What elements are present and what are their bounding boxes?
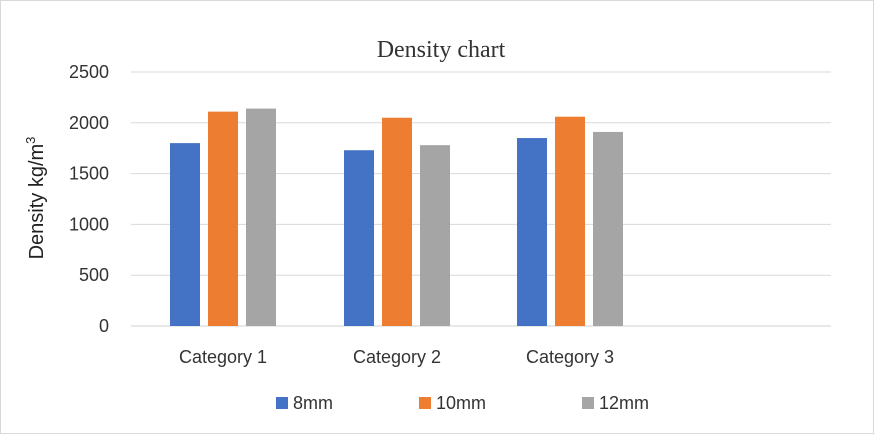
bar-10mm-category-2 (382, 117, 412, 326)
legend-swatch-12mm (582, 397, 594, 409)
bar-10mm-category-1 (208, 111, 238, 327)
x-category-label: Category 1 (179, 347, 267, 367)
legend-label-10mm: 10mm (436, 393, 486, 413)
legend-label-12mm: 12mm (599, 393, 649, 413)
bar-12mm-category-3 (593, 131, 623, 326)
bar-8mm-category-3 (517, 138, 547, 326)
y-tick-label: 0 (99, 316, 109, 336)
bar-12mm-category-2 (420, 145, 450, 326)
y-axis-title-base: Density kg/m (26, 144, 48, 260)
y-tick-label: 2500 (69, 62, 109, 82)
chart-title: Density chart (377, 37, 506, 63)
y-tick-label: 500 (79, 265, 109, 285)
x-category-label: Category 3 (526, 347, 614, 367)
x-category-label: Category 2 (353, 347, 441, 367)
bar-12mm-category-1 (246, 108, 276, 327)
y-tick-label: 1500 (69, 164, 109, 184)
legend-label-8mm: 8mm (293, 393, 333, 413)
y-axis-title: Density kg/m3 (23, 137, 48, 260)
y-axis-ticks: 0 500 1000 1500 2000 2500 (69, 62, 109, 336)
y-axis-title-superscript: 3 (23, 137, 38, 144)
legend: 8mm 10mm 12mm (276, 393, 649, 413)
bar-8mm-category-2 (344, 150, 374, 326)
bars (170, 108, 623, 327)
bar-10mm-category-3 (555, 116, 585, 326)
y-tick-label: 1000 (69, 214, 109, 234)
x-axis-categories: Category 1 Category 2 Category 3 (179, 347, 614, 367)
legend-swatch-10mm (419, 397, 431, 409)
y-tick-label: 2000 (69, 113, 109, 133)
legend-swatch-8mm (276, 397, 288, 409)
bar-8mm-category-1 (170, 143, 200, 326)
